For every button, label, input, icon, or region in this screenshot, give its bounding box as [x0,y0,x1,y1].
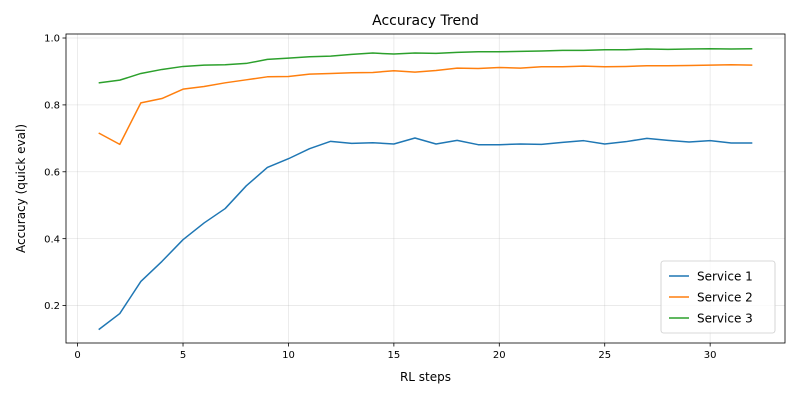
x-tick-label: 30 [704,350,717,361]
y-tick-label: 1.0 [44,34,60,45]
grid-layer [66,34,785,343]
x-tick-label: 15 [388,350,401,361]
x-axis-label: RL steps [400,370,451,384]
y-tick-label: 0.4 [44,234,60,245]
legend: Service 1 Service 2 Service 3 [660,260,776,334]
y-tick-label: 0.2 [44,301,60,312]
series-layer [98,47,753,331]
x-tick-label: 10 [282,350,295,361]
x-tick-label: 25 [598,350,611,361]
x-tick-label: 20 [493,350,506,361]
x-tick-label: 5 [180,350,186,361]
tick-layer: 0 5 10 15 20 25 30 0.2 0.4 0.6 0.8 1.0 [44,34,716,361]
legend-box [660,260,776,334]
plot-frame [65,33,786,344]
series-line-service-3 [98,47,753,84]
legend-label-service-1: Service 1 [697,269,753,283]
y-tick-label: 0.8 [44,100,60,111]
legend-label-service-2: Service 2 [697,290,753,304]
x-tick-label: 0 [74,350,80,361]
chart-title: Accuracy Trend [372,13,479,29]
legend-label-service-3: Service 3 [697,311,753,325]
series-line-service-2 [98,64,753,146]
y-tick-label: 0.6 [44,167,60,178]
series-line-service-1 [98,137,753,331]
y-axis-label: Accuracy (quick eval) [14,124,28,253]
